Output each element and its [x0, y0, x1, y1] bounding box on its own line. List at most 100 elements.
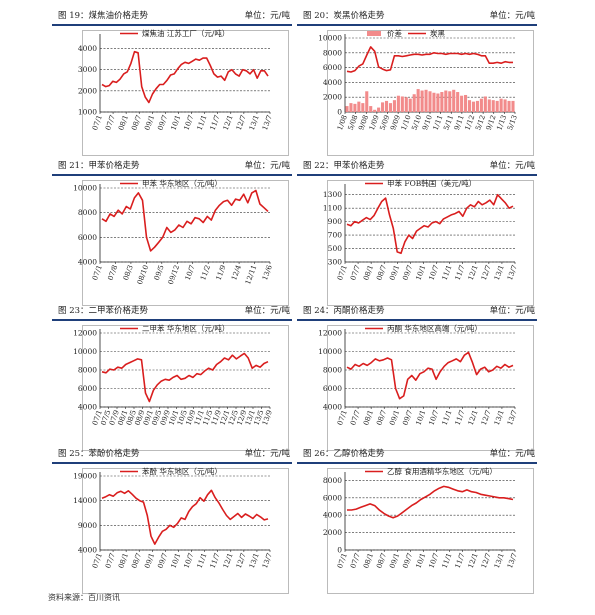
header-rule: [297, 24, 537, 26]
y-tick-label: 4000: [78, 258, 97, 267]
bar: [444, 90, 448, 112]
y-tick-label: 10000: [73, 184, 97, 193]
bar: [428, 91, 432, 112]
bar: [404, 97, 408, 112]
x-tick-label: 11/7: [209, 114, 222, 132]
source-note: 资料来源：百川资讯: [48, 593, 120, 602]
x-tick-label: 07/1: [336, 552, 349, 570]
chart-title: 图 21：甲苯价格走势: [58, 161, 140, 171]
series-line: [346, 351, 514, 400]
plot-frame: [327, 468, 534, 594]
x-tick-label: 09/1: [388, 552, 401, 570]
x-tick-label: 09/7: [401, 409, 414, 427]
plot-frame: [327, 180, 534, 306]
y-tick-label: 8000: [323, 366, 342, 375]
bar: [487, 99, 491, 112]
y-tick-label: 4000: [78, 546, 97, 555]
x-tick-label: 11/1: [441, 409, 454, 427]
x-tick-label: 11/2: [199, 264, 212, 282]
bar: [408, 98, 412, 112]
chart-unit: 单位：元/吨: [489, 449, 535, 459]
x-tick-label: 13/7: [261, 552, 274, 570]
x-tick-label: 10/7: [428, 552, 441, 570]
y-tick-label: 1100: [323, 204, 342, 213]
y-tick-label: 3000: [78, 65, 97, 74]
x-tick-label: 08/7: [375, 264, 388, 282]
legend-label: 价差: [387, 28, 402, 38]
bar: [369, 106, 373, 112]
plot-frame: [82, 180, 289, 306]
x-tick-label: 09/7: [156, 552, 169, 570]
x-tick-label: 07/7: [349, 409, 362, 427]
panel-header: 图 22：甲苯价格走势 单位：元/吨: [297, 158, 537, 174]
bar: [357, 101, 361, 112]
bar: [448, 91, 452, 112]
header-rule: [297, 462, 537, 464]
x-tick-label: 10/1: [414, 409, 427, 427]
series-line: [346, 193, 514, 255]
chart-svg: 1000 2000 3000 4000 07/1 07/7 08/1 08/7 09/1 09/7…: [78, 28, 274, 132]
x-tick-label: 08/1: [362, 552, 375, 570]
chart-panel-1: 图 19：煤焦油价格走势 单位：元/吨 1000 2000 3000 4000 07/1 07…: [52, 8, 292, 158]
chart-title: 图 25：苯酚价格走势: [58, 449, 140, 459]
bar: [412, 94, 416, 112]
x-tick-label: 10/7: [184, 264, 197, 282]
bar: [400, 96, 404, 112]
bar: [349, 103, 353, 112]
bar: [388, 103, 393, 112]
header-rule: [297, 174, 537, 176]
x-tick-label: 12/1: [467, 264, 480, 282]
x-tick-label: 08/3: [122, 264, 135, 282]
x-tick-label: 12/7: [235, 114, 248, 132]
chart-title: 图 20：炭黑价格走势: [303, 11, 385, 21]
y-tick-label: 2000: [323, 528, 342, 537]
chart-svg: 4000 9000 14000 19000 07/1 07/7 08/1 08/7 09/1 09…: [73, 466, 274, 570]
bar: [424, 89, 428, 112]
y-tick-label: 6000: [323, 384, 342, 393]
y-tick-label: 4000: [78, 44, 97, 53]
x-tick-label: 09/7: [401, 552, 414, 570]
x-tick-label: 13/1: [248, 114, 261, 132]
x-tick-label: 07/7: [349, 552, 362, 570]
plot-frame: [82, 468, 289, 594]
x-tick-label: 10/7: [428, 264, 441, 282]
header-rule: [52, 24, 292, 26]
series-line: [101, 489, 269, 545]
x-tick-label: 11/7: [454, 552, 467, 570]
chart-panel-5: 图 23：二甲苯价格走势 单位：元/吨 4000 6000 8000 10000 12000…: [52, 303, 292, 453]
legend-label: 煤焦油 江苏工厂（元/吨）: [142, 28, 229, 38]
chart-svg: 02000400060008000100001/085/089/081/095/…: [318, 28, 519, 131]
legend-swatch: [367, 31, 381, 36]
y-tick-label: 6000: [323, 493, 342, 502]
panel-header: 图 19：煤焦油价格走势 单位：元/吨: [52, 8, 292, 24]
x-tick-label: 11/7: [454, 264, 467, 282]
legend-label: 苯酚 华东地区（元/吨）: [142, 466, 222, 476]
x-tick-label: 07/1: [336, 409, 349, 427]
bar: [503, 99, 507, 112]
chart-title: 图 23：二甲苯价格走势: [58, 306, 149, 316]
y-tick-label: 900: [328, 217, 343, 226]
bar: [456, 92, 460, 112]
y-tick-label: 2000: [323, 93, 342, 102]
x-tick-label: 13/7: [506, 264, 519, 282]
x-tick-label: 13/1: [248, 552, 261, 570]
x-tick-label: 11/1: [196, 552, 209, 570]
x-tick-label: 11/1: [441, 264, 454, 282]
y-tick-label: 6000: [323, 63, 342, 72]
y-tick-label: 700: [328, 231, 343, 240]
bar: [432, 92, 436, 112]
x-tick-label: 12/7: [480, 552, 493, 570]
y-tick-label: 1300: [323, 190, 342, 199]
chart-svg: 0 2000 4000 6000 8000 07/1 07/7 08/1 08/7 09/1 09/…: [323, 466, 519, 570]
y-tick-label: 8000: [323, 476, 342, 485]
series-line: [101, 50, 269, 104]
x-tick-label: 07/7: [104, 114, 117, 132]
x-tick-label: 11/7: [454, 409, 467, 427]
series-line: [346, 46, 513, 73]
bar: [499, 98, 503, 112]
y-tick-label: 8000: [78, 366, 97, 375]
x-tick-label: 07/8: [106, 264, 119, 282]
x-tick-label: 10/1: [414, 264, 427, 282]
bar: [353, 103, 357, 112]
